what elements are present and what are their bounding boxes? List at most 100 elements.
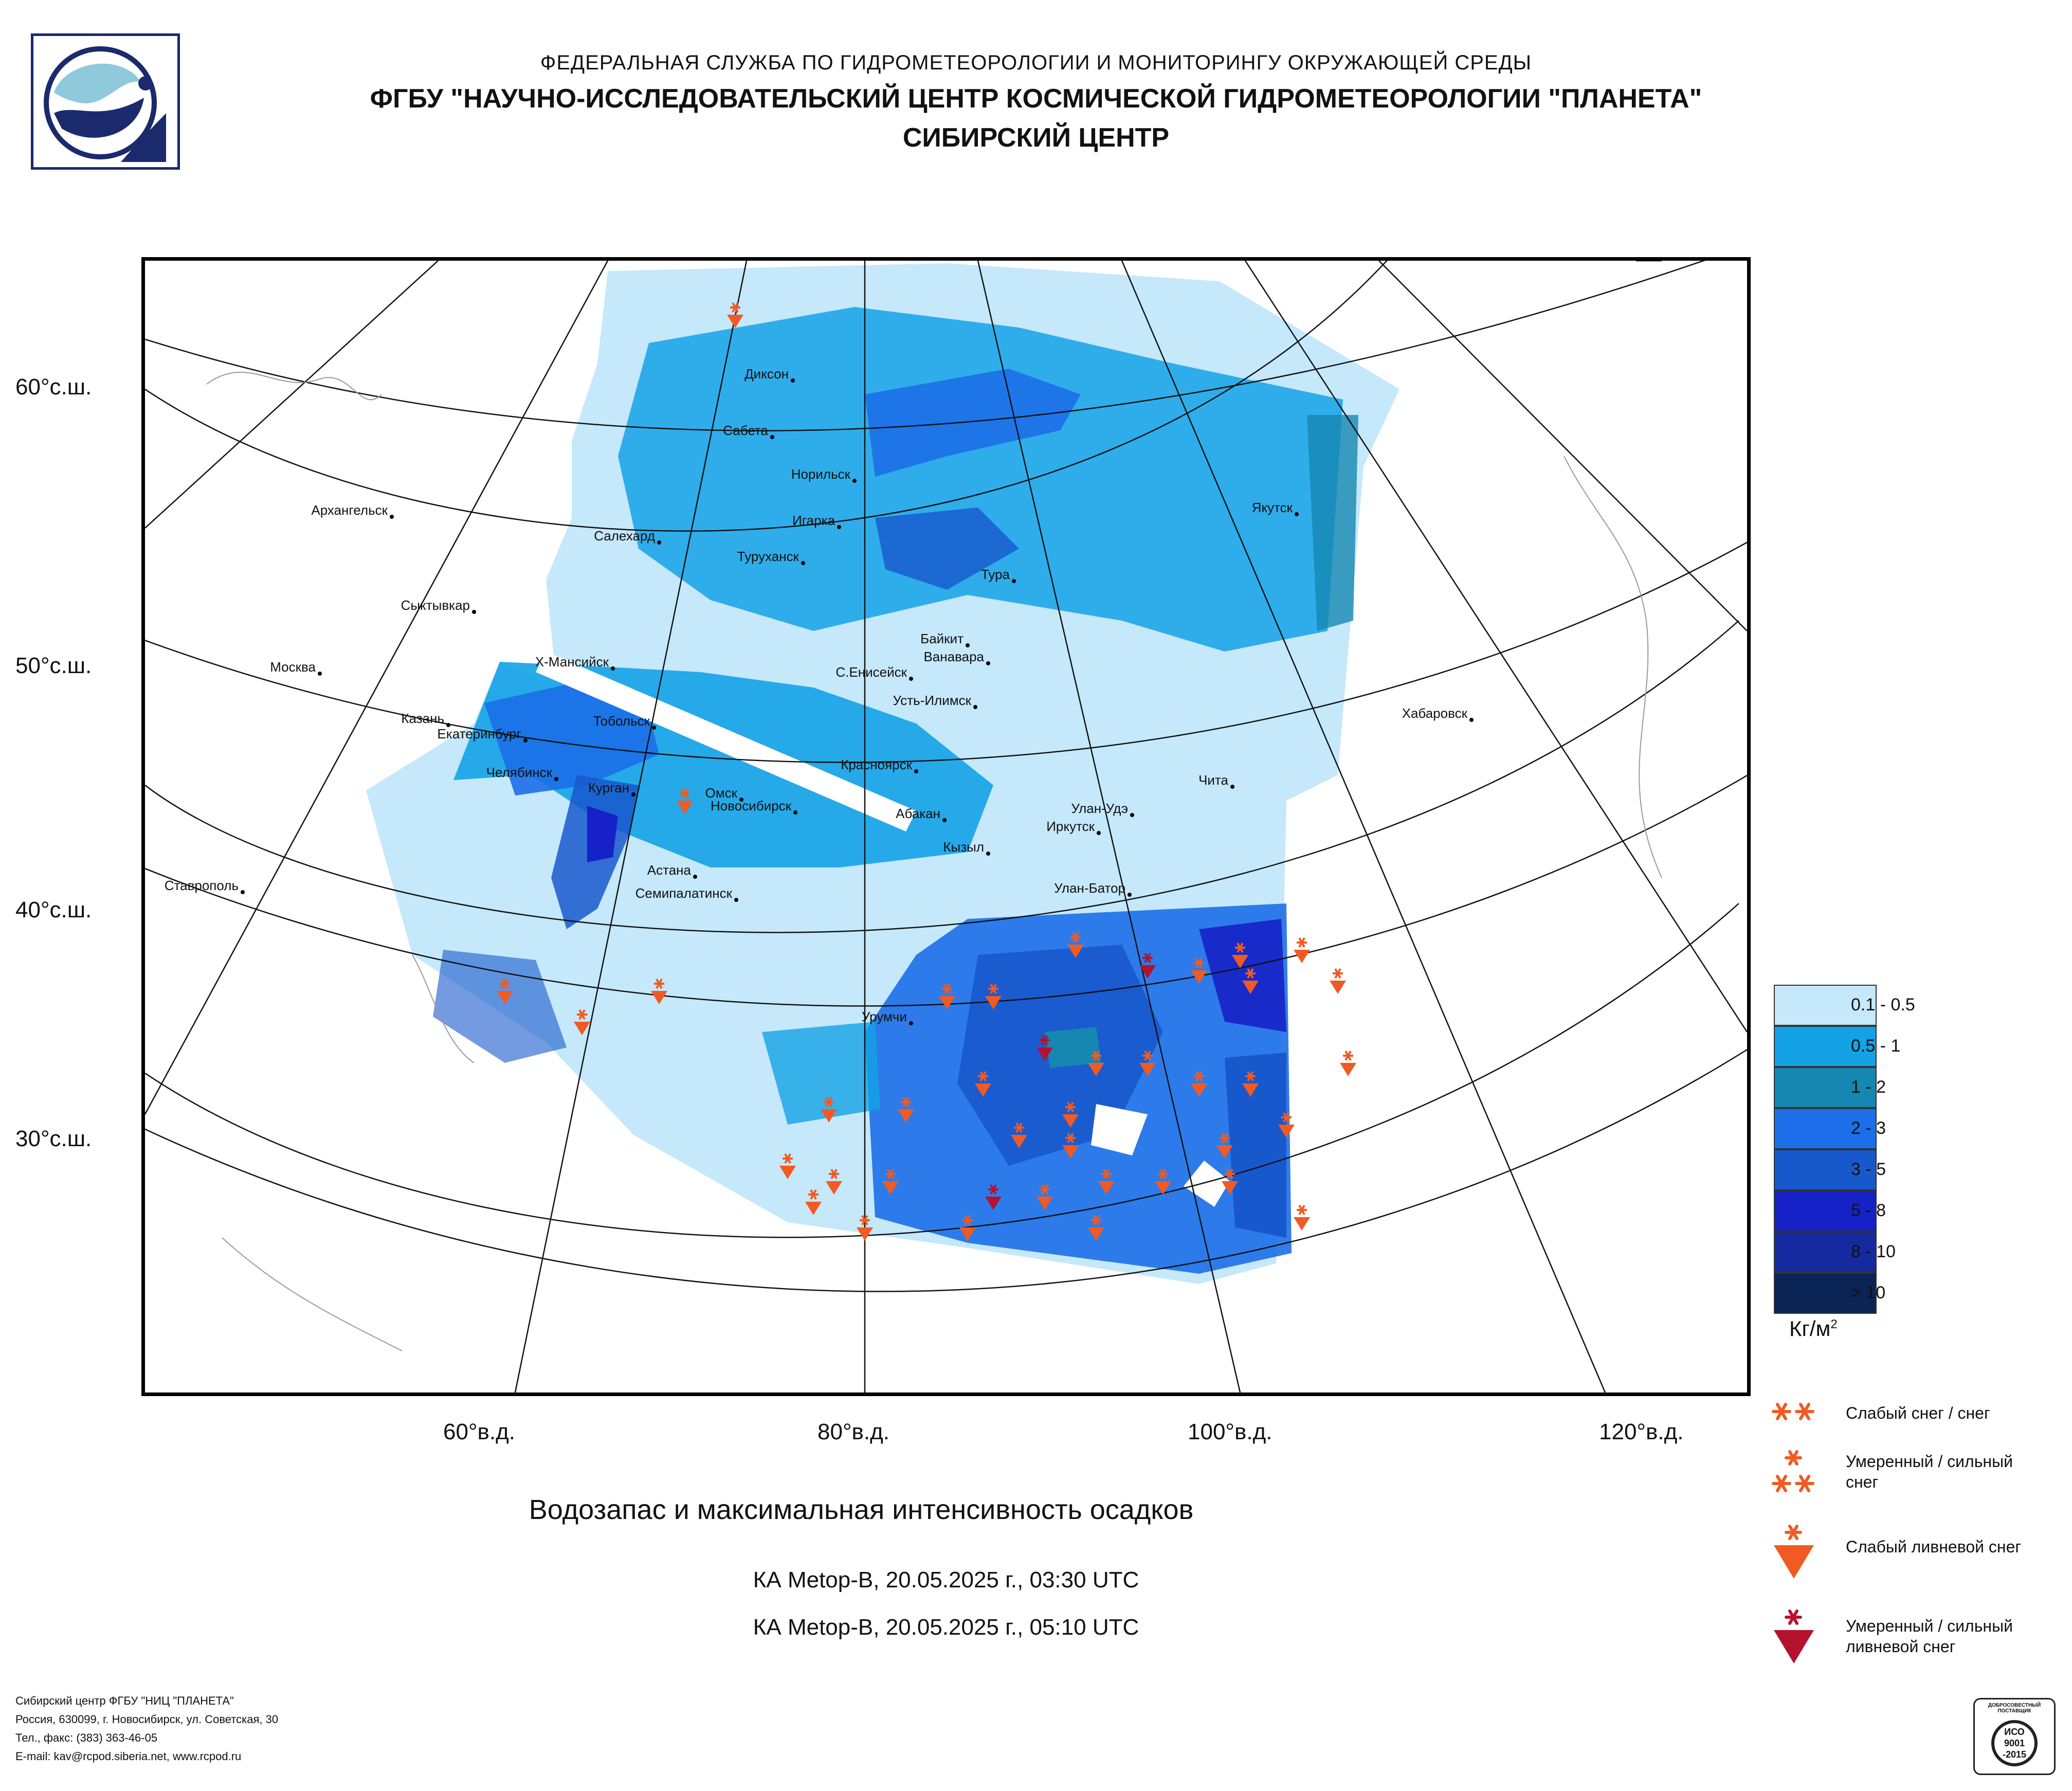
shower-snow-marker [1216,1133,1233,1159]
shower-snow-marker [651,979,667,1004]
city-marker [909,677,913,681]
shower-snow-marker [779,1153,796,1179]
city-label: Омск [705,785,737,801]
shower-snow-marker [1067,932,1084,958]
city-marker [837,525,841,529]
city-marker [1469,718,1474,722]
city-label: Семипалатинск [635,885,732,901]
city-label: Екатеринбург [437,726,521,741]
lon-label-60: 60°в.д. [443,1419,516,1444]
shower-snow-marker [574,1009,590,1035]
city-label: Усть-Илимск [893,693,971,708]
shower-snow-marker [497,979,513,1004]
city-marker [770,435,774,439]
city-marker [554,777,558,781]
city-label: Челябинск [486,765,552,780]
legend-label: > 10 [1851,1283,1886,1302]
swath-layer [366,263,1399,1284]
city-marker [1230,785,1234,789]
symbol-label-light-snow: Слабый снег / снег [1846,1404,1990,1422]
lat-label-60: 60°с.ш. [15,374,92,400]
shower-snow-marker [1242,968,1259,994]
city-label: Улан-Батор [1054,880,1125,896]
city-label: Сабета [723,423,768,438]
city-label: Красноярск [841,757,912,772]
map-caption: Водозапас и максимальная интенсивность о… [529,1494,1194,1525]
lon-label-120: 120°в.д. [1599,1419,1684,1444]
city-marker [739,798,743,802]
city-marker [914,769,918,773]
iso-top-text: ДОБРОСОВЕСТНЫЙ ПОСТАВЩИК [1988,1703,2041,1714]
footer-line: E-mail: kav@rcpod.siberia.net, www.rcpod… [15,1750,242,1763]
shower-snow-marker [939,984,955,1009]
symbol-label-light-shower-snow: Слабый ливневой снег [1846,1537,2022,1556]
city-label: Абакан [896,806,940,821]
shower-snow-marker [1155,1169,1171,1195]
light-shower-snow-icon [1785,1525,1802,1540]
legend-label: 1 - 2 [1851,1077,1886,1097]
shower-snow-marker [1037,1184,1053,1210]
city-label: Улан-Удэ [1071,801,1128,816]
city-label: Урумчи [861,1009,907,1024]
shower-snow-marker [1191,1071,1207,1097]
heavy-shower-snow-marker [1139,953,1156,979]
city-label: Новосибирск [711,798,791,813]
shower-snow-marker [821,1097,837,1123]
city-label: Салехард [594,528,655,544]
planeta-logo [31,33,180,170]
city-marker [966,643,970,647]
logo-emblem-icon [44,46,166,162]
shower-snow-marker [975,1071,991,1097]
heavy-shower-snow-marker [1037,1035,1053,1061]
shower-snow-marker [1062,1102,1079,1128]
lat-label-40: 40°с.ш. [15,897,92,922]
city-marker [986,661,990,665]
city-marker [973,705,977,709]
legend-label: 2 - 3 [1851,1118,1886,1138]
footer-line: Тел., факс: (383) 363-46-05 [15,1731,158,1744]
shower-snow-marker [677,788,693,814]
city-label: Х-Мансийск [535,654,609,670]
city-marker [986,852,990,856]
city-marker [791,378,795,383]
legend-swatch [1774,1190,1877,1232]
city-label: Ванавара [923,649,984,664]
footer-line: Россия, 630099, г. Новосибирск, ул. Сове… [15,1713,279,1726]
light-snow-icon [1772,1403,1791,1420]
shower-snow-marker [882,1169,899,1195]
city-label: Норильск [791,466,850,482]
city-marker [801,561,805,565]
shower-snow-marker [805,1189,822,1215]
lat-label-30: 30°с.ш. [15,1126,92,1151]
legend-label: 3 - 5 [1851,1160,1886,1179]
city-marker [390,515,394,519]
shower-snow-marker [1330,968,1346,994]
shower-snow-marker [1098,1169,1115,1195]
city-marker [734,898,738,902]
header-center: СИБИРСКИЙ ЦЕНТР [902,123,1170,153]
city-label: Хабаровск [1402,705,1467,721]
map-canvas [145,261,1747,1392]
city-label: Якутск [1251,500,1293,515]
satellite-pass-2: КА Metop-B, 20.05.2025 г., 05:10 UTC [753,1615,1139,1640]
precipitation-map [141,257,1751,1396]
legend-swatch [1774,1232,1877,1273]
shower-snow-marker [826,1169,842,1195]
legend-label: 0.5 - 1 [1851,1036,1901,1056]
shower-snow-marker [985,984,1002,1009]
city-marker [693,875,697,879]
heavy-shower-snow-marker [985,1184,1002,1210]
shower-snow-marker [1088,1051,1104,1076]
legend-swatch [1774,1108,1877,1149]
shower-snow-marker [1088,1215,1104,1241]
city-label: Иркутск [1046,819,1095,834]
city-label: Курган [588,780,629,795]
shower-snow-marker [898,1097,914,1123]
city-marker [942,818,947,822]
shower-snow-marker [1011,1123,1027,1148]
legend-swatch [1774,985,1877,1026]
city-label: Архангельск [311,502,388,518]
shower-snow-marker [1294,1205,1310,1231]
heavy-shower-snow-icon [1785,1609,1802,1625]
shower-snow-marker [1222,1169,1238,1195]
